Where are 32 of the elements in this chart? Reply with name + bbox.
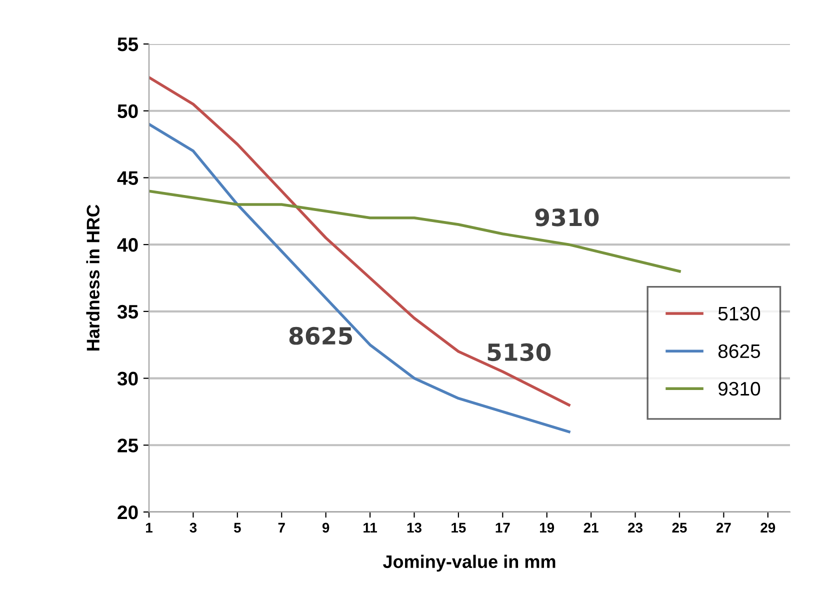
x-tick-label: 11 [364,522,377,532]
x-tick-label: 17 [496,522,510,532]
line-series [149,190,681,273]
x-tick-label: 21 [584,522,598,532]
y-tick-label: 50 [118,104,138,118]
x-tick-label: 13 [407,522,422,533]
y-axis-title: Hardness in HRC [86,204,100,351]
y-tick-label: 45 [117,171,138,185]
y-tick-label: 20 [118,505,138,520]
legend-label: 5130 [718,306,760,321]
x-tick-label: 19 [540,522,554,533]
y-tick-label: 35 [117,304,138,319]
x-tick-label: 27 [716,522,731,532]
y-tick-label: 30 [117,372,138,386]
x-tick-label: 25 [672,522,687,533]
x-axis-title: Jominy-value in mm [382,554,556,572]
annotation: 8625 [289,326,352,345]
annotation: 5130 [488,343,551,362]
x-tick-label: 5 [234,522,241,533]
x-tick-label: 7 [278,522,285,532]
y-tick-label: 55 [118,38,138,52]
legend-label: 9310 [718,382,760,396]
x-tick-label: 15 [452,522,466,533]
y-tick-label: 40 [117,238,138,252]
x-tick-label: 9 [322,522,330,533]
x-tick-label: 3 [190,522,197,533]
legend-label: 8625 [718,344,760,358]
annotation: 9310 [535,208,599,226]
x-tick-label: 23 [628,522,642,533]
x-tick-label: 29 [760,522,776,533]
x-tick-label: 1 [146,522,152,532]
y-tick-label: 25 [118,438,138,452]
